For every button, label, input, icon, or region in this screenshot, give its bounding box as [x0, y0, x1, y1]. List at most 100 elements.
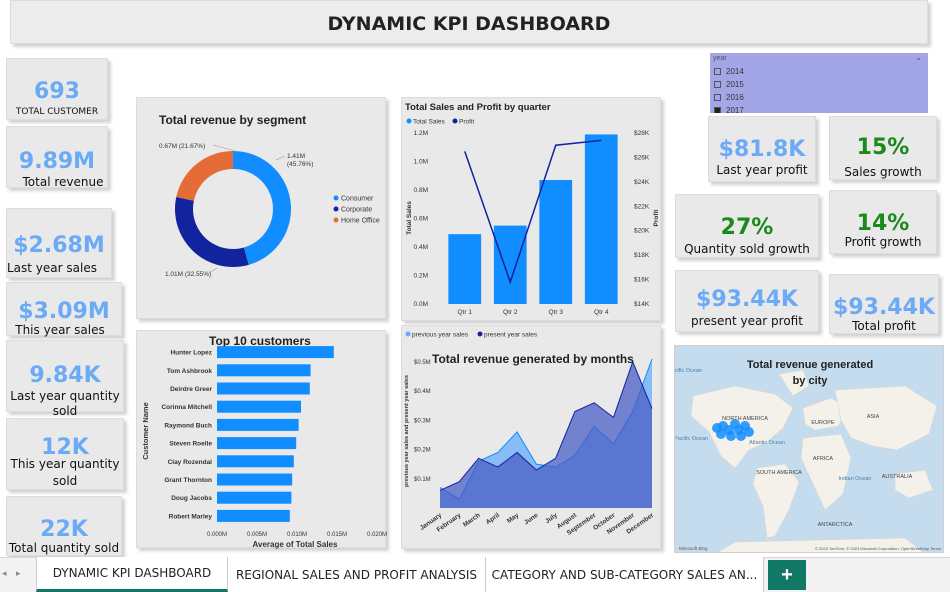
legend-marker — [452, 118, 458, 124]
y2-tick-label: $24K — [634, 179, 650, 186]
slicer-item-label: 2016 — [726, 93, 744, 102]
tab-dynamic-kpi[interactable]: DYNAMIC KPI DASHBOARD — [36, 557, 228, 592]
y2-tick-label: $22K — [634, 203, 650, 210]
header-bar: DYNAMIC KPI DASHBOARD — [10, 0, 928, 44]
kpi-label: Profit growth — [844, 235, 922, 249]
kpi-label: This year sales — [15, 323, 105, 337]
slicer-item-2016[interactable]: 2016 — [714, 91, 744, 104]
bar-qtr-2 — [493, 225, 527, 304]
bar-qtr-1 — [448, 234, 482, 304]
slicer-item-2015[interactable]: 2015 — [714, 78, 744, 91]
chart-title: Total revenue generated by months — [432, 352, 634, 366]
donut-chart: Total revenue by segment 1.41M(45.76%) 1.0… — [159, 113, 380, 278]
y-axis-label: Customer Name — [141, 402, 150, 460]
map-card[interactable]: Total revenue generated by city NORTH AMER… — [674, 345, 944, 553]
y-tick-label: Clay Rozendal — [168, 459, 213, 466]
bar-hunter-lopez — [217, 346, 334, 359]
landmass-antarctica — [717, 537, 923, 552]
data-label: (45.76%) — [287, 161, 313, 168]
city-bubble — [726, 431, 736, 441]
landmass-asia — [834, 385, 938, 451]
kpi-label: Total profit — [852, 319, 916, 333]
bar-doug-jacobs — [217, 491, 292, 504]
tab-category-sales[interactable]: CATEGORY AND SUB-CATEGORY SALES AN... — [486, 557, 764, 592]
kpi-label: TOTAL CUSTOMER — [15, 107, 99, 117]
bar-corinna-mitchell — [217, 400, 301, 413]
x-tick-label: 0.010M — [287, 532, 307, 538]
kpi-value: 14% — [856, 211, 910, 236]
kpi-label-line2: sold — [52, 474, 78, 488]
slicer-item-label: 2017 — [726, 106, 744, 113]
x-tick-label: May — [506, 512, 521, 525]
chart-title: Total revenue by segment — [159, 113, 306, 127]
y-axis-label: Total Sales — [406, 201, 413, 235]
kpi-card-total-customer: 693 TOTAL CUSTOMER — [6, 58, 108, 120]
leader-line — [275, 155, 286, 161]
kpi-label-line2: sold — [52, 404, 78, 418]
checkbox-icon[interactable] — [714, 81, 721, 88]
y2-tick-label: $28K — [634, 130, 650, 137]
y-tick-label: 1.0M — [414, 159, 428, 166]
continent-label: SOUTH AMERICA — [756, 470, 802, 476]
continent-label: ANTARCTICA — [818, 522, 853, 528]
page-title: DYNAMIC KPI DASHBOARD — [327, 13, 611, 35]
kpi-card-total-revenue: 9.89M Total revenue — [6, 126, 108, 189]
y-tick-label: 0.2M — [414, 273, 428, 280]
city-bubble — [736, 431, 746, 441]
kpi-card-total-quantity: 22K Total quantity sold — [6, 496, 122, 556]
bar-qtr-3 — [539, 180, 573, 304]
slicer-item-2014[interactable]: 2014 — [714, 65, 744, 78]
line-present-year-sales — [439, 360, 653, 491]
monthly-area-chart: previous year sales present year sales $0.… — [404, 331, 656, 537]
legend-marker — [406, 118, 412, 124]
kpi-label: Last year profit — [716, 163, 808, 177]
continent-label: ASIA — [867, 414, 880, 420]
kpi-card-present-profit: $93.44K present year profit — [675, 270, 819, 332]
x-tick-label: 0.000M — [207, 532, 227, 538]
kpi-card-quantity-growth: 27% Quantity sold growth — [675, 194, 819, 258]
x-tick-label: Qtr 2 — [503, 309, 518, 316]
kpi-card-profit-growth: 14% Profit growth — [829, 190, 937, 254]
y-tick-label: $0.1M — [414, 477, 431, 483]
profit-line — [464, 139, 602, 285]
slicer-item-label: 2015 — [726, 80, 744, 89]
continent-label: AUSTRALIA — [882, 474, 913, 480]
x-tick-label: 0.015M — [327, 532, 347, 538]
landmass-south-america — [752, 463, 800, 539]
x-tick-label: Qtr 3 — [549, 309, 564, 316]
year-slicer[interactable]: year ⌄ 2014 2015 2016 2017 — [710, 53, 928, 113]
y-tick-label: 1.2M — [414, 130, 428, 137]
checkbox-icon[interactable] — [714, 94, 721, 101]
kpi-label: Last year sales — [7, 261, 97, 275]
y-tick-label: Steven Roelle — [169, 441, 212, 448]
quarter-combo-chart: Total Sales and Profit by quarter Total S… — [405, 102, 660, 316]
kpi-value: 15% — [856, 135, 910, 160]
checkbox-icon[interactable] — [714, 68, 721, 75]
donut-slice-corporate — [175, 196, 249, 267]
legend-label: previous year sales — [412, 332, 469, 339]
y-axis-label: previous year sales and present year sal… — [404, 375, 410, 487]
tab-regional-sales[interactable]: REGIONAL SALES AND PROFIT ANALYSIS — [228, 557, 486, 592]
plus-icon: + — [781, 563, 793, 586]
kpi-card-this-year-sales: $3.09M This year sales — [6, 282, 122, 337]
kpi-value: $2.68M — [13, 233, 105, 258]
slicer-item-2017[interactable]: 2017 — [714, 104, 744, 113]
y-tick-label: Tom Ashbrook — [167, 368, 213, 375]
slicer-title: year — [713, 55, 727, 62]
kpi-card-last-year-profit: $81.8K Last year profit — [708, 116, 816, 182]
y-tick-label: Robert Marley — [169, 513, 213, 520]
tab-scroll-left-icon[interactable]: ◂ — [2, 568, 7, 578]
y2-tick-label: $16K — [634, 277, 650, 284]
data-label: 0.67M (21.67%) — [159, 143, 205, 150]
world-map[interactable]: Total revenue generated by city NORTH AMER… — [675, 346, 944, 553]
leader-line — [208, 267, 218, 274]
kpi-card-total-profit: $93.44K Total profit — [829, 274, 939, 334]
chevron-down-icon[interactable]: ⌄ — [915, 53, 922, 62]
legend-marker — [333, 206, 339, 212]
bar-deirdre-greer — [217, 382, 310, 395]
map-title: Total revenue generated — [747, 359, 873, 371]
tab-scroll-right-icon[interactable]: ▸ — [16, 568, 21, 578]
ocean-label: Atlantic Ocean — [749, 440, 785, 446]
checkbox-icon[interactable] — [714, 107, 721, 113]
add-page-button[interactable]: + — [768, 560, 806, 590]
